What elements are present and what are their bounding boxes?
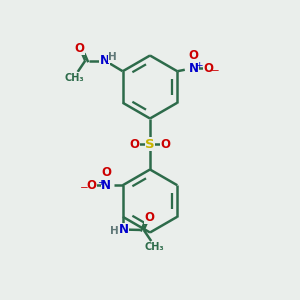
Text: CH₃: CH₃	[65, 73, 85, 83]
Text: +: +	[98, 178, 105, 187]
Text: O: O	[160, 137, 171, 151]
Text: O: O	[204, 62, 214, 75]
Text: CH₃: CH₃	[144, 242, 164, 252]
Text: H: H	[108, 52, 117, 62]
Text: N: N	[118, 223, 129, 236]
Text: O: O	[86, 179, 96, 192]
Text: O: O	[144, 211, 154, 224]
Text: O: O	[75, 42, 85, 55]
Text: −: −	[80, 183, 89, 193]
Text: N: N	[100, 54, 110, 67]
Text: O: O	[189, 49, 199, 62]
Text: −: −	[211, 66, 220, 76]
Text: N: N	[101, 179, 111, 192]
Text: H: H	[110, 226, 119, 236]
Text: O: O	[129, 137, 140, 151]
Text: N: N	[189, 62, 199, 75]
Text: +: +	[195, 61, 202, 70]
Text: S: S	[145, 137, 155, 151]
Text: O: O	[101, 166, 111, 179]
